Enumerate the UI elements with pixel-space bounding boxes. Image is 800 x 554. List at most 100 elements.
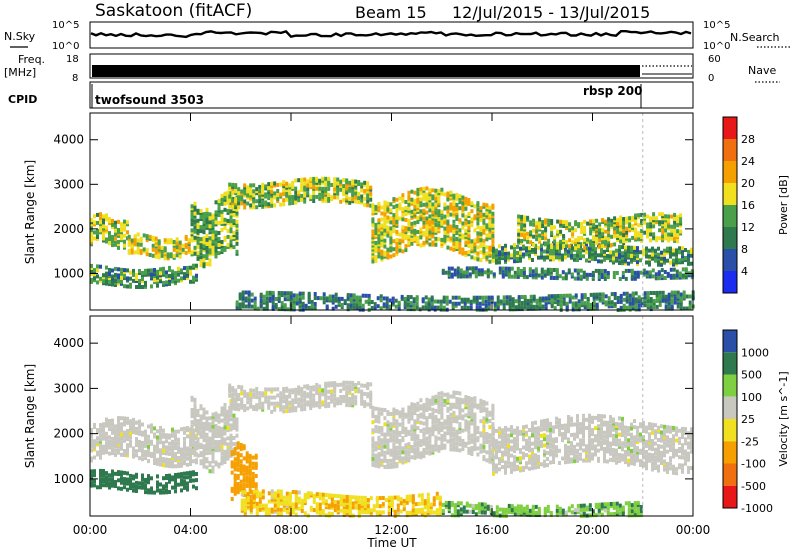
echo-cell — [190, 424, 194, 429]
echo-cell — [114, 434, 117, 439]
echo-cell — [300, 193, 304, 198]
echo-cell — [437, 404, 441, 408]
echo-cell — [168, 458, 171, 462]
echo-cell — [461, 247, 465, 252]
echo-cell — [132, 426, 135, 431]
echo-cell — [105, 265, 108, 270]
echo-cell — [231, 392, 235, 397]
echo-cell — [297, 397, 301, 402]
echo-cell — [690, 269, 694, 274]
echo-cell — [386, 428, 390, 433]
echo-cell — [392, 434, 396, 439]
echo-cell — [171, 464, 174, 469]
echo-cell — [422, 454, 426, 459]
echo-cell — [180, 472, 183, 477]
echo-cell — [449, 190, 453, 195]
echo-cell — [547, 222, 551, 227]
echo-cell — [470, 413, 474, 418]
echo-cell — [425, 450, 429, 455]
echo-cell — [313, 302, 317, 306]
echo-cell — [616, 217, 620, 222]
nave-tick-bottom: 0 — [708, 73, 714, 84]
echo-cell — [392, 213, 396, 218]
echo-cell — [552, 268, 556, 272]
echo-cell — [684, 269, 688, 274]
echo-cell — [570, 272, 574, 277]
echo-cell — [189, 472, 192, 477]
echo-cell — [458, 422, 462, 426]
echo-cell — [431, 448, 435, 453]
echo-cell — [377, 248, 381, 253]
echo-cell — [407, 218, 411, 223]
echo-cell — [208, 220, 212, 225]
echo-cell — [355, 299, 359, 304]
echo-cell — [294, 408, 298, 413]
echo-cell — [360, 399, 364, 404]
echo-cell — [401, 193, 405, 198]
echo-cell — [96, 264, 99, 269]
echo-cell — [196, 427, 200, 432]
echo-cell — [401, 413, 405, 418]
echo-cell — [443, 419, 447, 424]
echo-cell — [628, 301, 632, 306]
echo-cell — [395, 203, 399, 208]
echo-cell — [354, 385, 358, 390]
echo-cell — [434, 415, 438, 419]
echo-cell — [123, 239, 126, 244]
echo-cell — [386, 440, 390, 445]
echo-cell — [117, 470, 120, 475]
echo-cell — [528, 248, 531, 253]
echo-cell — [310, 299, 314, 304]
echo-cell — [660, 250, 663, 255]
echo-cell — [273, 181, 277, 186]
echo-cell — [410, 416, 414, 421]
echo-cell — [120, 432, 123, 437]
echo-cell — [187, 246, 191, 251]
echo-cell — [443, 202, 447, 207]
echo-cell — [202, 450, 206, 455]
echo-cell — [580, 236, 584, 240]
echo-cell — [615, 252, 618, 257]
echo-cell — [267, 202, 271, 207]
echo-cell — [380, 223, 384, 228]
echo-cell — [132, 446, 135, 451]
echo-cell — [613, 296, 617, 300]
echo-cell — [228, 383, 232, 388]
echo-cell — [271, 290, 275, 295]
echo-cell — [261, 200, 265, 205]
echo-cell — [371, 410, 375, 414]
echo-cell — [377, 454, 381, 459]
echo-cell — [177, 429, 180, 434]
echo-cell — [523, 295, 527, 299]
echo-cell — [357, 196, 361, 201]
echo-cell — [415, 295, 419, 300]
echo-cell — [428, 202, 432, 207]
echo-cell — [117, 430, 120, 435]
echo-cell — [217, 243, 221, 247]
echo-cell — [558, 249, 561, 254]
echo-cell — [464, 427, 468, 432]
echo-cell — [171, 485, 174, 490]
echo-cell — [422, 447, 426, 452]
echo-cell — [681, 273, 685, 278]
echo-cell — [505, 299, 509, 304]
echo-cell — [374, 457, 378, 462]
echo-cell — [637, 295, 641, 300]
echo-cell — [488, 259, 492, 264]
echo-cell — [123, 430, 126, 435]
echo-cell — [186, 456, 189, 461]
echo-cell — [625, 220, 629, 225]
echo-cell — [111, 436, 114, 441]
echo-cell — [186, 481, 189, 486]
echo-cell — [190, 408, 194, 412]
echo-cell — [434, 394, 438, 399]
echo-cell — [231, 402, 235, 407]
echo-cell — [664, 304, 668, 309]
echo-cell — [189, 271, 192, 276]
echo-cell — [398, 202, 402, 207]
echo-cell — [357, 381, 361, 386]
echo-cell — [461, 408, 465, 413]
echo-cell — [621, 251, 624, 256]
echo-cell — [285, 399, 289, 403]
echo-cell — [398, 238, 402, 243]
